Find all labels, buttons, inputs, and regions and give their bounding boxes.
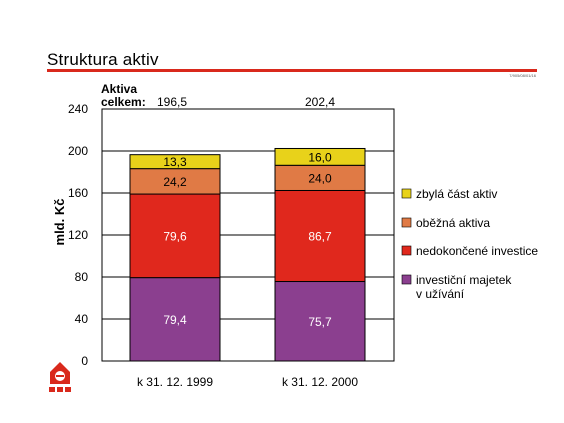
- y-tick-label: 0: [81, 354, 88, 368]
- y-tick-label: 80: [75, 270, 89, 284]
- y-tick-label: 120: [68, 228, 88, 242]
- data-label: 13,3: [163, 155, 187, 169]
- bar-segment: [274, 281, 366, 362]
- bar-segment: [274, 164, 366, 191]
- legend-label: nedokončené investice: [416, 244, 538, 258]
- plot-frame: [101, 108, 395, 362]
- legend-swatch: [401, 245, 412, 256]
- totals-heading-line1: Aktiva: [101, 82, 137, 96]
- data-label: 86,7: [308, 229, 332, 243]
- bar-segment: [129, 154, 221, 170]
- legend-label: zbylá část aktiv: [416, 187, 497, 201]
- bar-segment: [274, 189, 366, 283]
- cez-logo-icon: [49, 362, 71, 392]
- data-label: 79,4: [163, 313, 187, 327]
- legend-swatch: [401, 217, 412, 228]
- title-rule: [47, 69, 537, 72]
- bar-segment: [129, 168, 221, 195]
- data-label: 24,2: [163, 175, 187, 189]
- totals-heading-line2: celkem:: [101, 95, 146, 109]
- data-label: 75,7: [308, 315, 332, 329]
- total-label: 196,5: [157, 95, 187, 109]
- bar-segment: [274, 147, 366, 166]
- legend-swatch: [401, 274, 412, 285]
- y-tick-label: 160: [68, 186, 88, 200]
- data-label: 24,0: [308, 171, 332, 185]
- bar-segment: [129, 193, 221, 279]
- x-tick-label: k 31. 12. 1999: [137, 375, 213, 389]
- y-tick-label: 240: [68, 102, 88, 116]
- x-tick-label: k 31. 12. 2000: [282, 375, 358, 389]
- total-label: 202,4: [305, 95, 335, 109]
- legend-swatch: [401, 188, 412, 199]
- legend-label: v užívání: [416, 287, 465, 301]
- y-axis-label: mld. Kč: [52, 199, 67, 246]
- y-tick-label: 200: [68, 144, 88, 158]
- slide-code: 7/905/08/01/16: [509, 73, 536, 78]
- legend-label: oběžná aktiva: [416, 216, 490, 230]
- page-title: Struktura aktiv: [47, 50, 159, 69]
- data-label: 79,6: [163, 229, 187, 243]
- y-tick-label: 40: [75, 312, 89, 326]
- legend-label: investiční majetek: [416, 273, 512, 287]
- data-label: 16,0: [308, 150, 332, 164]
